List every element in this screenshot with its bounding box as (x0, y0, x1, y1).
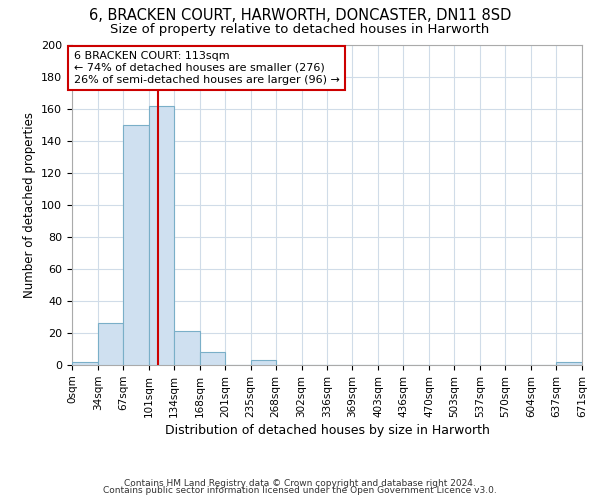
Text: Size of property relative to detached houses in Harworth: Size of property relative to detached ho… (110, 22, 490, 36)
Bar (200, 352, 225, 365)
Bar (98, 324, 123, 365)
Y-axis label: Number of detached properties: Number of detached properties (23, 112, 35, 298)
Bar (72, 362, 98, 365)
Bar (251, 360, 275, 365)
Bar (149, 106, 174, 365)
Text: Contains HM Land Registry data © Crown copyright and database right 2024.: Contains HM Land Registry data © Crown c… (124, 478, 476, 488)
Text: 6, BRACKEN COURT, HARWORTH, DONCASTER, DN11 8SD: 6, BRACKEN COURT, HARWORTH, DONCASTER, D… (89, 8, 511, 22)
Bar (174, 332, 200, 365)
Bar (556, 362, 582, 365)
Bar (123, 125, 149, 365)
Text: Contains public sector information licensed under the Open Government Licence v3: Contains public sector information licen… (103, 486, 497, 495)
X-axis label: Distribution of detached houses by size in Harworth: Distribution of detached houses by size … (164, 424, 490, 437)
Text: 6 BRACKEN COURT: 113sqm
← 74% of detached houses are smaller (276)
26% of semi-d: 6 BRACKEN COURT: 113sqm ← 74% of detache… (74, 52, 340, 84)
